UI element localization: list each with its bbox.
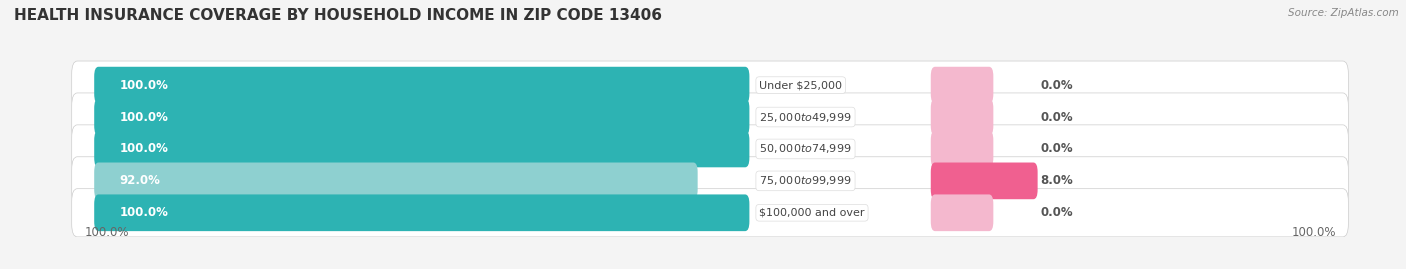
Text: 100.0%: 100.0%	[120, 143, 169, 155]
Text: $75,000 to $99,999: $75,000 to $99,999	[759, 174, 852, 187]
FancyBboxPatch shape	[931, 131, 994, 167]
Text: 0.0%: 0.0%	[1040, 79, 1073, 92]
Text: 0.0%: 0.0%	[1040, 143, 1073, 155]
Text: 100.0%: 100.0%	[120, 111, 169, 123]
FancyBboxPatch shape	[94, 194, 749, 231]
Text: $100,000 and over: $100,000 and over	[759, 208, 865, 218]
Text: 0.0%: 0.0%	[1040, 111, 1073, 123]
FancyBboxPatch shape	[94, 99, 749, 135]
FancyBboxPatch shape	[94, 67, 749, 104]
Text: 100.0%: 100.0%	[120, 79, 169, 92]
Text: 100.0%: 100.0%	[84, 226, 129, 239]
Text: Under $25,000: Under $25,000	[759, 80, 842, 90]
FancyBboxPatch shape	[931, 162, 1038, 199]
Text: 100.0%: 100.0%	[1291, 226, 1336, 239]
Text: Source: ZipAtlas.com: Source: ZipAtlas.com	[1288, 8, 1399, 18]
FancyBboxPatch shape	[94, 131, 749, 167]
Text: 92.0%: 92.0%	[120, 174, 160, 187]
Text: 100.0%: 100.0%	[120, 206, 169, 219]
Text: $25,000 to $49,999: $25,000 to $49,999	[759, 111, 852, 123]
FancyBboxPatch shape	[94, 162, 697, 199]
Text: HEALTH INSURANCE COVERAGE BY HOUSEHOLD INCOME IN ZIP CODE 13406: HEALTH INSURANCE COVERAGE BY HOUSEHOLD I…	[14, 8, 662, 23]
FancyBboxPatch shape	[931, 67, 994, 104]
FancyBboxPatch shape	[72, 157, 1348, 205]
Text: 8.0%: 8.0%	[1040, 174, 1073, 187]
FancyBboxPatch shape	[931, 99, 994, 135]
FancyBboxPatch shape	[72, 125, 1348, 173]
FancyBboxPatch shape	[931, 194, 994, 231]
FancyBboxPatch shape	[72, 189, 1348, 237]
FancyBboxPatch shape	[72, 61, 1348, 109]
Text: 0.0%: 0.0%	[1040, 206, 1073, 219]
FancyBboxPatch shape	[72, 93, 1348, 141]
Text: $50,000 to $74,999: $50,000 to $74,999	[759, 143, 852, 155]
